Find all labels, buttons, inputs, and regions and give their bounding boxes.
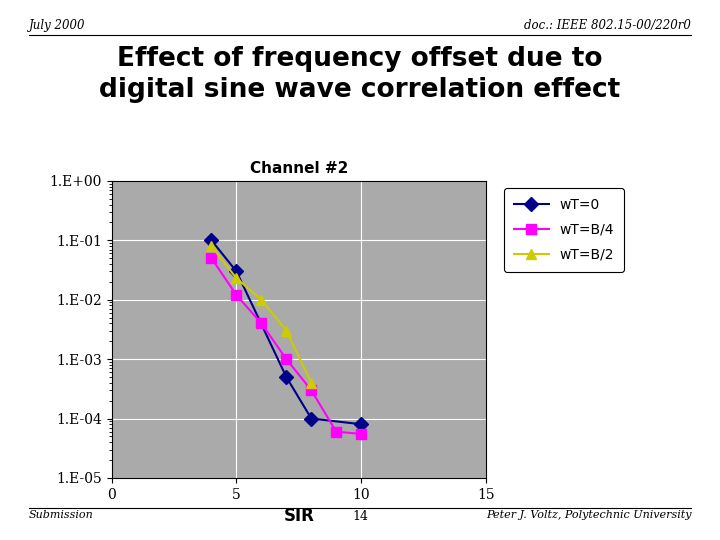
wT=B/2: [207, 243, 216, 249]
wT=0: [307, 415, 315, 422]
wT=B/4: [207, 255, 216, 261]
X-axis label: SIR: SIR: [284, 507, 314, 525]
Text: 14: 14: [352, 510, 368, 523]
wT=B/4: [282, 356, 291, 362]
Text: Effect of frequency offset due to
digital sine wave correlation effect: Effect of frequency offset due to digita…: [99, 46, 621, 103]
Title: Channel #2: Channel #2: [250, 160, 348, 176]
wT=B/4: [332, 428, 341, 435]
wT=B/4: [257, 320, 266, 327]
Text: July 2000: July 2000: [29, 19, 85, 32]
wT=0: [357, 421, 366, 428]
wT=B/4: [232, 292, 240, 298]
wT=B/2: [257, 296, 266, 303]
wT=0: [207, 237, 216, 244]
wT=B/4: [307, 387, 315, 394]
Text: Peter J. Voltz, Polytechnic University: Peter J. Voltz, Polytechnic University: [486, 510, 691, 521]
wT=B/2: [282, 328, 291, 334]
Text: Submission: Submission: [29, 510, 94, 521]
wT=B/4: [357, 431, 366, 437]
Line: wT=0: wT=0: [207, 235, 366, 429]
Line: wT=B/2: wT=B/2: [207, 241, 316, 388]
Line: wT=B/4: wT=B/4: [207, 253, 366, 439]
wT=0: [282, 374, 291, 380]
Text: doc.: IEEE 802.15-00/220r0: doc.: IEEE 802.15-00/220r0: [524, 19, 691, 32]
wT=0: [232, 268, 240, 275]
wT=B/2: [307, 380, 315, 386]
wT=B/2: [232, 275, 240, 281]
Legend: wT=0, wT=B/4, wT=B/2: wT=0, wT=B/4, wT=B/2: [504, 188, 624, 272]
